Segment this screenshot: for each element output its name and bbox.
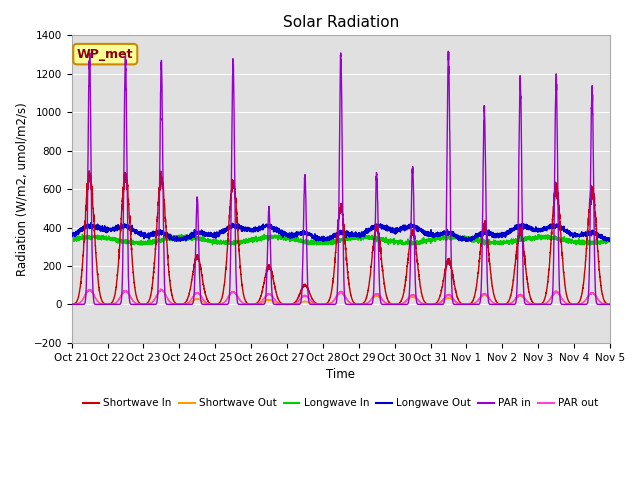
Text: WP_met: WP_met (77, 48, 134, 60)
Legend: Shortwave In, Shortwave Out, Longwave In, Longwave Out, PAR in, PAR out: Shortwave In, Shortwave Out, Longwave In… (79, 394, 602, 412)
Y-axis label: Radiation (W/m2, umol/m2/s): Radiation (W/m2, umol/m2/s) (15, 102, 28, 276)
Title: Solar Radiation: Solar Radiation (283, 15, 399, 30)
X-axis label: Time: Time (326, 368, 355, 381)
